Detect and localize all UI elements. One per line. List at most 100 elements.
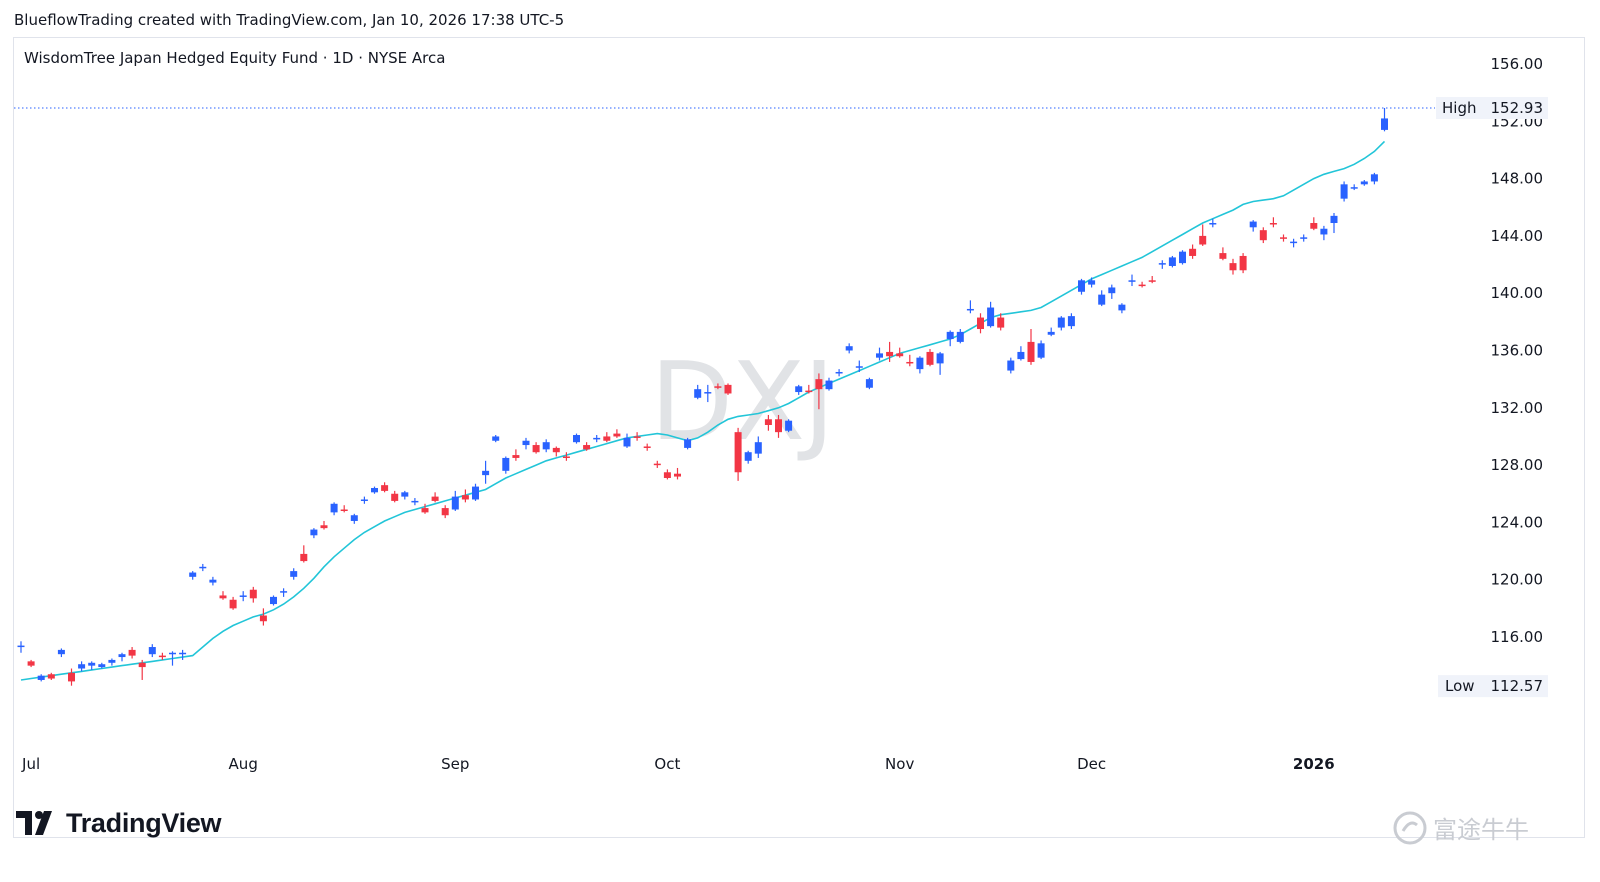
candle-body (1199, 235, 1207, 245)
candle-body (472, 486, 479, 500)
candle-body (1128, 280, 1136, 282)
candle-body (633, 436, 641, 438)
candle-body (886, 351, 894, 357)
candle-body (118, 654, 126, 658)
candle-body (785, 420, 793, 431)
candle-body (391, 493, 399, 501)
candle-body (966, 308, 974, 311)
candle-body (1108, 287, 1116, 294)
candle-body (987, 307, 995, 327)
candle-body (613, 433, 621, 437)
candle-body (259, 615, 267, 622)
candle-body (17, 645, 25, 648)
y-tick-label: 144.00 (1491, 227, 1544, 245)
candle-body (179, 652, 187, 655)
y-tick-label: 148.00 (1491, 170, 1544, 188)
candle-body (1310, 223, 1318, 229)
candle-body (1370, 174, 1378, 182)
chart-frame (13, 37, 1585, 838)
candle-body (1037, 343, 1045, 358)
candle-body (381, 485, 389, 491)
candle-body (310, 529, 318, 536)
candle-body (1360, 181, 1368, 185)
candle-body (684, 439, 692, 448)
candle-body (1098, 294, 1106, 305)
candle-body (1189, 248, 1197, 256)
candle-body (169, 652, 176, 655)
candle-body (199, 566, 207, 569)
tradingview-logo[interactable]: TradingView (16, 808, 222, 839)
candle-body (371, 488, 378, 493)
candle-body (270, 596, 277, 605)
candle-body (926, 351, 934, 365)
x-tick-label: 2026 (1293, 755, 1335, 773)
candle-body (1269, 223, 1277, 225)
candle-body (532, 445, 540, 453)
candle-body (825, 380, 833, 390)
candle-body (1340, 184, 1348, 199)
candle-body (330, 503, 338, 513)
candle-body (977, 317, 984, 330)
candle-body (1088, 280, 1096, 285)
candle-body (1057, 317, 1065, 328)
candle-body (350, 515, 358, 521)
candle-body (1017, 351, 1025, 360)
candle-body (1300, 237, 1308, 239)
candle-body (795, 386, 803, 393)
candle-body (249, 589, 257, 599)
candle-body (340, 509, 348, 512)
candle-body (68, 672, 75, 682)
y-tick-label: 132.00 (1491, 399, 1544, 417)
candle-body (492, 436, 500, 441)
x-tick-label: Dec (1077, 755, 1106, 773)
candle-body (219, 595, 227, 599)
candle-body (562, 456, 570, 459)
x-tick-label: Jul (21, 755, 40, 773)
candle-body (1179, 251, 1186, 264)
candle-body (1229, 263, 1237, 271)
candle-body (1168, 257, 1176, 266)
candle-body (280, 591, 288, 593)
candle-body (229, 599, 237, 609)
candle-body (835, 371, 843, 374)
low-label-text: Low (1445, 677, 1475, 695)
candle-body (1047, 331, 1055, 335)
candle-body (209, 579, 217, 583)
candle-body (865, 379, 873, 388)
candle-body (47, 674, 55, 679)
candle-body (1148, 280, 1156, 282)
candle-body (37, 675, 45, 680)
candle-body (88, 662, 96, 666)
candle-body (744, 452, 752, 461)
chart-header: BlueflowTrading created with TradingView… (14, 11, 565, 29)
candle-body (158, 655, 166, 658)
candle-body (1078, 280, 1085, 292)
symbol-title[interactable]: WisdomTree Japan Hedged Equity Fund · 1D… (24, 49, 446, 67)
futu-logo-icon (1393, 811, 1427, 844)
candle-body (714, 386, 722, 388)
candle-body (1350, 187, 1358, 189)
candle-body (694, 389, 702, 398)
candle-body (148, 647, 156, 655)
low-label-badge (1438, 675, 1548, 698)
tradingview-logo-icon (16, 810, 52, 835)
candle-body (239, 595, 247, 597)
candle-body (855, 366, 863, 368)
candle-body (805, 390, 813, 393)
candle-body (845, 346, 853, 351)
candle-body (956, 331, 964, 342)
x-tick-label: Aug (229, 755, 258, 773)
candle-body (734, 432, 742, 473)
candle-body (482, 470, 490, 476)
candle-body (653, 463, 661, 466)
candle-body (1330, 215, 1338, 224)
candle-body (1280, 237, 1287, 239)
futu-watermark: 富途牛牛 (1393, 810, 1529, 845)
candle-body (876, 353, 883, 358)
candle-body (1138, 284, 1146, 287)
x-tick-label: Oct (654, 755, 680, 773)
x-tick-label: Nov (885, 755, 914, 773)
candle-body (946, 331, 954, 340)
candle-body (1320, 228, 1328, 235)
